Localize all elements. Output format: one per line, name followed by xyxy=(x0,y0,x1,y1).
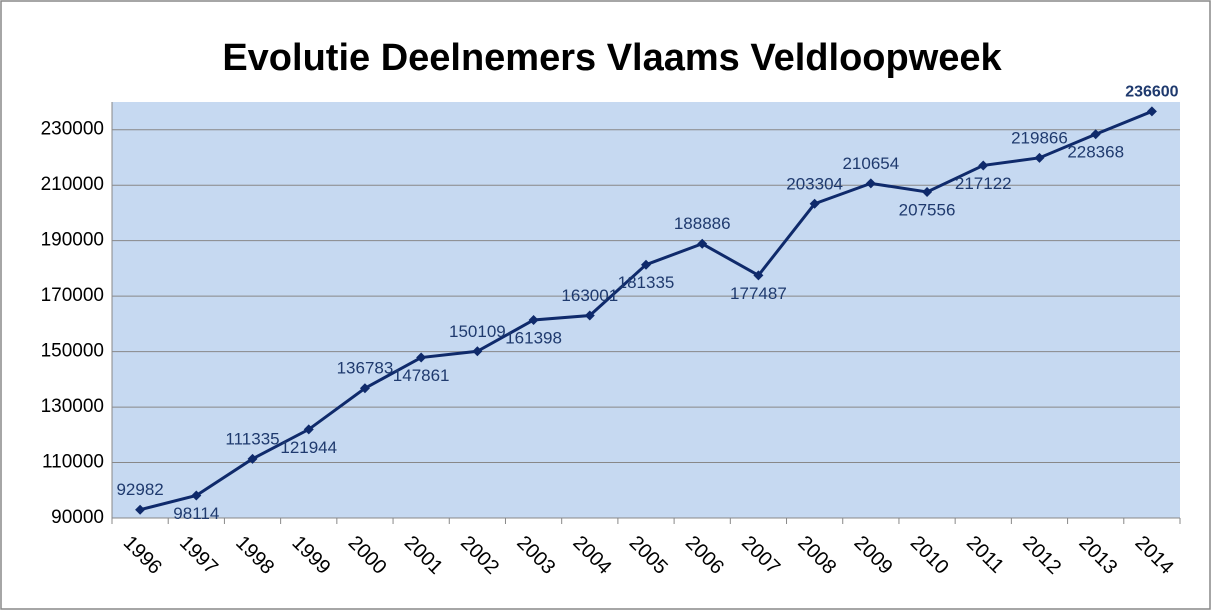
y-tick-label: 110000 xyxy=(42,452,104,473)
data-point xyxy=(191,490,202,501)
data-label: 217122 xyxy=(955,174,1012,193)
y-tick-label: 130000 xyxy=(41,396,104,417)
data-point xyxy=(528,314,539,325)
data-label: 188886 xyxy=(674,214,731,233)
y-tick-label: 170000 xyxy=(41,285,104,306)
data-point xyxy=(1146,106,1157,117)
data-point xyxy=(247,453,258,464)
data-point xyxy=(584,310,595,321)
data-label: 177487 xyxy=(730,284,787,303)
data-label: 150109 xyxy=(449,322,506,341)
y-tick-label: 90000 xyxy=(51,507,104,528)
data-label: 228368 xyxy=(1067,143,1124,162)
plot-area xyxy=(112,102,1180,518)
data-point xyxy=(753,270,764,281)
data-point xyxy=(922,186,933,197)
data-label: 147861 xyxy=(393,366,450,385)
y-tick-label: 150000 xyxy=(41,341,104,362)
data-label: 98114 xyxy=(173,504,219,523)
y-tick-label: 190000 xyxy=(41,230,104,251)
data-point xyxy=(697,238,708,249)
data-point xyxy=(135,504,146,515)
data-label: 210654 xyxy=(842,154,899,173)
data-label: 161398 xyxy=(505,328,562,347)
data-label: 92982 xyxy=(116,480,163,499)
data-label: 163001 xyxy=(561,286,618,305)
data-label: 203304 xyxy=(786,174,843,193)
data-point xyxy=(641,259,651,270)
data-point xyxy=(978,160,989,171)
data-point xyxy=(359,383,370,394)
y-tick-label: 210000 xyxy=(41,174,104,195)
data-label: 121944 xyxy=(280,438,337,457)
data-label: 181335 xyxy=(618,273,675,292)
data-point xyxy=(865,178,876,189)
data-label: 111335 xyxy=(225,429,279,448)
data-point xyxy=(809,198,820,209)
data-label: 219866 xyxy=(1011,128,1068,147)
data-label: 207556 xyxy=(899,200,956,219)
y-tick-label: 230000 xyxy=(41,119,104,140)
data-point xyxy=(416,352,427,363)
data-point xyxy=(1090,129,1101,140)
data-label: 236600 xyxy=(1125,84,1178,101)
data-point xyxy=(1034,152,1045,163)
data-point xyxy=(303,424,314,435)
chart-title: Evolutie Deelnemers Vlaams Veldloopweek xyxy=(222,37,1002,79)
data-point xyxy=(472,346,483,357)
data-label: 136783 xyxy=(337,359,394,378)
